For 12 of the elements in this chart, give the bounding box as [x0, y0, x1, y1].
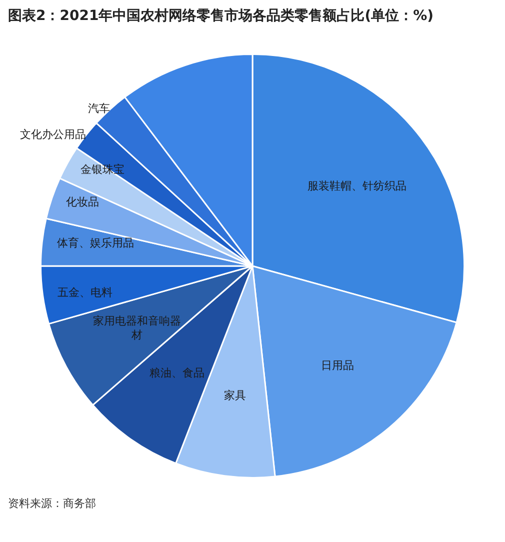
slice-label: 体育、娱乐用品 [56, 236, 134, 250]
slice-label: 粮油、食品 [150, 366, 205, 380]
slice-label: 汽车 [88, 102, 110, 116]
slice-label: 服装鞋帽、针纺织品 [307, 179, 406, 192]
chart-title: 图表2：2021年中国农村网络零售市场各品类零售额占比(单位：%) [7, 6, 435, 26]
slice-label: 家具 [224, 389, 246, 402]
slice-label: 化妆品 [66, 196, 99, 209]
slice-label: 五金、电料 [57, 286, 112, 299]
text: 资料来源：商务部 [7, 496, 97, 511]
slice-label: 文化办公用品 [20, 128, 86, 142]
slice-label: 家用电器和音响器材 [93, 314, 182, 342]
slice-label: 日用品 [320, 358, 354, 372]
